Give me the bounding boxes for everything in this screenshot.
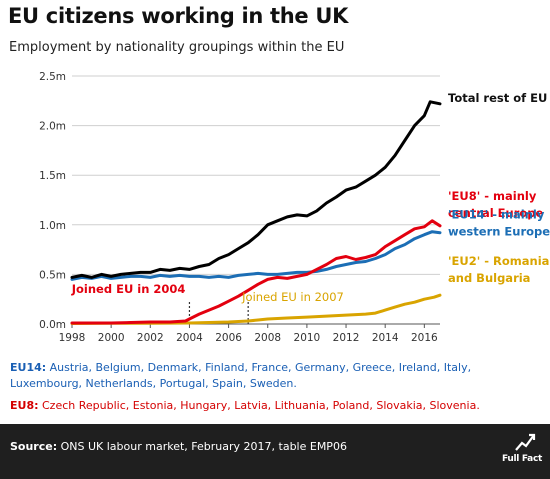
- series-label: central Europe: [448, 206, 544, 220]
- series-label: and Bulgaria: [448, 271, 530, 285]
- x-tick-label: 2014: [372, 332, 399, 344]
- series-label: western Europe: [448, 225, 550, 239]
- eu8-note-text: Czech Republic, Estonia, Hungary, Latvia…: [42, 399, 480, 412]
- series-label: 'EU8' - mainly: [448, 189, 537, 203]
- series-line: [70, 219, 442, 325]
- x-tick-label: 2008: [254, 332, 281, 344]
- series-label: 'EU14' - mainly: [448, 208, 545, 222]
- series-line: [70, 100, 442, 279]
- y-tick-label: 1.0m: [39, 220, 66, 232]
- source-label: Source:: [10, 440, 58, 453]
- eu8-note-label: EU8:: [10, 399, 39, 412]
- y-tick-label: 2.0m: [39, 121, 66, 133]
- series-line: [70, 230, 442, 281]
- eu14-note-text: Austria, Belgium, Denmark, Finland, Fran…: [10, 361, 472, 390]
- chart-title: EU citizens working in the UK: [8, 4, 349, 28]
- x-tick-label: 2016: [411, 332, 438, 344]
- x-tick-label: 2012: [333, 332, 360, 344]
- series-line: [70, 293, 442, 325]
- x-tick-label: 1998: [59, 332, 86, 344]
- source-line: Source: ONS UK labour market, February 2…: [10, 440, 347, 453]
- x-tick-label: 2010: [294, 332, 321, 344]
- series-label: 'EU2' - Romania: [448, 254, 549, 268]
- eu14-note-label: EU14:: [10, 361, 47, 374]
- annotation-label: Joined EU in 2004: [71, 282, 186, 296]
- x-tick-label: 2002: [137, 332, 164, 344]
- chart-subtitle: Employment by nationality groupings with…: [9, 40, 345, 55]
- footer-bar: Source: ONS UK labour market, February 2…: [0, 424, 550, 479]
- source-text: ONS UK labour market, February 2017, tab…: [60, 440, 347, 453]
- x-tick-label: 2004: [176, 332, 203, 344]
- x-tick-label: 2006: [215, 332, 242, 344]
- y-tick-label: 0.0m: [39, 319, 66, 331]
- y-tick-label: 2.5m: [39, 71, 66, 83]
- annotation-label: Joined EU in 2007: [241, 290, 344, 304]
- y-tick-label: 0.5m: [39, 269, 66, 281]
- full-fact-logo-icon: [515, 433, 536, 451]
- y-tick-label: 1.5m: [39, 170, 66, 182]
- brand-name: Full Fact: [501, 454, 542, 464]
- eu8-note: EU8: Czech Republic, Estonia, Hungary, L…: [10, 398, 540, 414]
- line-chart: 0.0m 0.5m 1.0m 1.5m 2.0m 2.5m 1998 2000 2002 2004…: [39, 71, 550, 344]
- x-tick-label: 2000: [98, 332, 125, 344]
- eu14-note: EU14: Austria, Belgium, Denmark, Finland…: [10, 360, 530, 392]
- series-label: Total rest of EU: [448, 91, 547, 105]
